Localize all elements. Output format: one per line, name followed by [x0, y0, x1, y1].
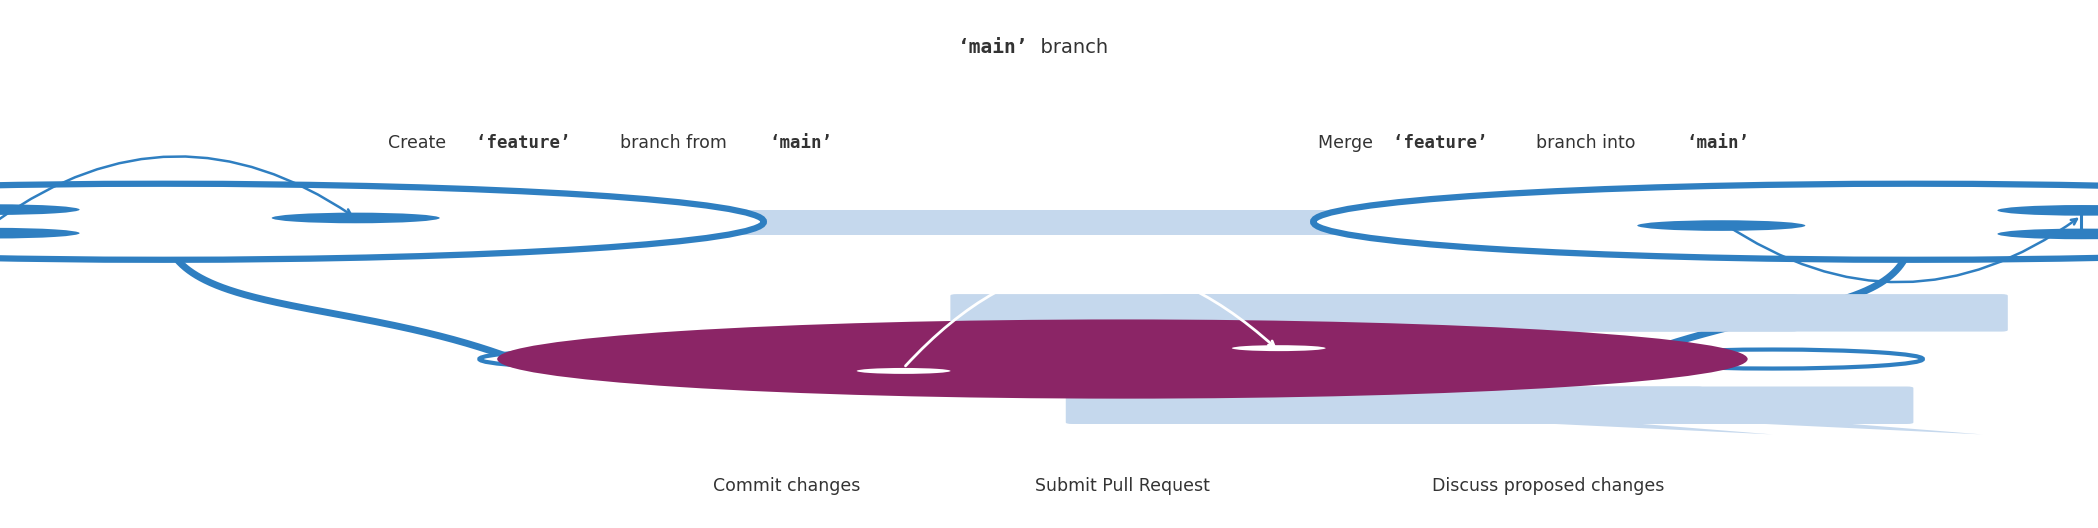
Polygon shape — [1301, 330, 1550, 342]
FancyBboxPatch shape — [1066, 386, 1704, 424]
Text: Create: Create — [388, 134, 451, 152]
Text: branch: branch — [1028, 38, 1108, 57]
Polygon shape — [2039, 202, 2083, 242]
Text: Submit Pull Request: Submit Pull Request — [1034, 477, 1211, 495]
Ellipse shape — [1636, 220, 1806, 231]
Ellipse shape — [271, 213, 441, 223]
Ellipse shape — [0, 204, 80, 215]
Polygon shape — [1733, 422, 1983, 435]
Ellipse shape — [1454, 350, 1756, 369]
Text: ‘main’: ‘main’ — [957, 38, 1028, 57]
Ellipse shape — [497, 319, 1748, 399]
Polygon shape — [881, 330, 1131, 342]
Ellipse shape — [1232, 345, 1326, 351]
Ellipse shape — [0, 228, 80, 239]
Polygon shape — [1523, 422, 1773, 435]
Text: Commit changes: Commit changes — [713, 477, 860, 495]
Ellipse shape — [0, 184, 764, 260]
Text: ‘main’: ‘main’ — [1687, 134, 1750, 152]
FancyBboxPatch shape — [950, 294, 1588, 332]
Ellipse shape — [1622, 350, 1924, 369]
Ellipse shape — [1160, 350, 1462, 369]
Polygon shape — [1091, 330, 1341, 342]
Text: ‘main’: ‘main’ — [770, 134, 833, 152]
Text: branch from: branch from — [619, 134, 732, 152]
Text: branch into: branch into — [1536, 134, 1641, 152]
Ellipse shape — [856, 368, 950, 374]
Text: Discuss proposed changes: Discuss proposed changes — [1433, 477, 1664, 495]
Ellipse shape — [1997, 205, 2098, 215]
Text: ‘feature’: ‘feature’ — [1393, 134, 1498, 152]
Ellipse shape — [478, 350, 780, 369]
Text: Merge: Merge — [1318, 134, 1378, 152]
Ellipse shape — [1318, 350, 1620, 369]
FancyBboxPatch shape — [1276, 386, 1913, 424]
Ellipse shape — [636, 350, 938, 369]
Text: ‘feature’: ‘feature’ — [476, 134, 581, 152]
Ellipse shape — [1997, 229, 2098, 239]
FancyBboxPatch shape — [1370, 294, 2008, 332]
Ellipse shape — [793, 350, 1095, 369]
Ellipse shape — [1313, 184, 2098, 260]
FancyBboxPatch shape — [1160, 294, 1798, 332]
